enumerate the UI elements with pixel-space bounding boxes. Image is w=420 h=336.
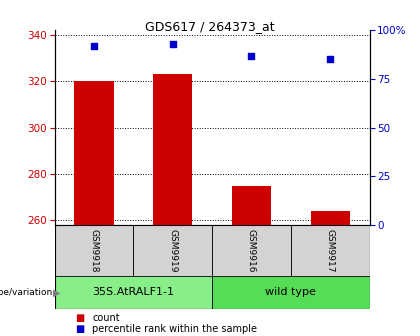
- Text: ■: ■: [76, 324, 85, 334]
- Text: genotype/variation: genotype/variation: [0, 288, 52, 297]
- Point: [327, 57, 333, 62]
- Bar: [55, 225, 134, 276]
- Text: GSM9918: GSM9918: [89, 228, 98, 272]
- Bar: [212, 225, 291, 276]
- Bar: [212, 276, 370, 309]
- Text: 35S.AtRALF1-1: 35S.AtRALF1-1: [92, 287, 174, 297]
- Bar: [55, 276, 212, 309]
- Text: GSM9919: GSM9919: [168, 228, 177, 272]
- Bar: [153, 74, 192, 225]
- Text: wild type: wild type: [265, 287, 316, 297]
- Text: GSM9916: GSM9916: [247, 228, 256, 272]
- Bar: [291, 225, 370, 276]
- Text: count: count: [92, 312, 120, 323]
- Text: ■: ■: [76, 312, 85, 323]
- Text: ▶: ▶: [53, 287, 61, 297]
- Point: [169, 41, 176, 47]
- Point: [248, 53, 255, 58]
- Text: GSM9917: GSM9917: [326, 228, 335, 272]
- Bar: [134, 225, 212, 276]
- Bar: [310, 211, 350, 225]
- Text: percentile rank within the sample: percentile rank within the sample: [92, 324, 257, 334]
- Point: [91, 43, 97, 48]
- Bar: [74, 81, 114, 225]
- Bar: [232, 186, 271, 225]
- Text: GDS617 / 264373_at: GDS617 / 264373_at: [145, 20, 275, 33]
